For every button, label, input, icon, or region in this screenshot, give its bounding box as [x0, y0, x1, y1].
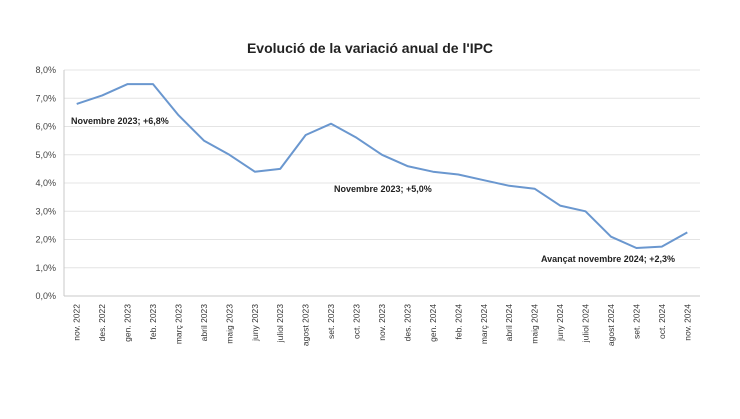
x-tick-label: juny 2023 [250, 304, 260, 342]
x-tick-label: nov. 2024 [682, 304, 692, 341]
y-tick-label: 2,0% [35, 235, 56, 245]
x-tick-label: juny 2024 [555, 304, 565, 342]
data-line [76, 83, 688, 249]
x-tick-label: abril 2024 [504, 304, 514, 342]
x-tick-label: abril 2023 [199, 304, 209, 342]
x-tick-label: set. 2023 [326, 304, 336, 339]
y-tick-label: 5,0% [35, 150, 56, 160]
x-axis: nov. 2022 des. 2022 gen. 2023 feb. 2023 març… [72, 304, 693, 346]
x-tick-label: agost 2023 [301, 304, 311, 346]
x-tick-label: set. 2024 [631, 304, 641, 339]
y-tick-label: 0,0% [35, 291, 56, 301]
y-tick-label: 8,0% [35, 65, 56, 75]
x-tick-label: gen. 2024 [428, 304, 438, 342]
annotation-label: Novembre 2023; +5,0% [334, 184, 432, 194]
y-tick-label: 7,0% [35, 93, 56, 103]
x-tick-label: feb. 2023 [148, 304, 158, 340]
x-tick-label: maig 2024 [530, 304, 540, 344]
x-tick-label: nov. 2022 [72, 304, 82, 341]
series-line [76, 83, 688, 249]
y-tick-label: 1,0% [35, 263, 56, 273]
y-tick-label: 6,0% [35, 122, 56, 132]
x-tick-label: des. 2022 [97, 304, 107, 342]
x-tick-label: juliol 2024 [581, 304, 591, 344]
x-tick-label: març 2024 [479, 304, 489, 344]
annotation-label: Avançat novembre 2024; +2,3% [541, 254, 675, 264]
x-tick-label: març 2023 [173, 304, 183, 344]
x-tick-label: gen. 2023 [123, 304, 133, 342]
x-tick-label: oct. 2023 [352, 304, 362, 339]
x-tick-label: oct. 2024 [657, 304, 667, 339]
x-tick-label: des. 2023 [402, 304, 412, 342]
x-tick-label: juliol 2023 [275, 304, 285, 344]
annotations: Novembre 2023; +6,8% Novembre 2023; +5,0%… [71, 116, 675, 264]
y-tick-label: 3,0% [35, 206, 56, 216]
annotation-label: Novembre 2023; +6,8% [71, 116, 169, 126]
x-tick-label: feb. 2024 [453, 304, 463, 340]
y-axis: 0,0% 1,0% 2,0% 3,0% 4,0% 5,0% 6,0% 7,0% 8,0% [35, 65, 65, 301]
chart-title: Evolució de la variació anual de l'IPC [246, 40, 494, 56]
x-tick-label: agost 2024 [606, 304, 616, 346]
x-tick-label: maig 2023 [224, 304, 234, 344]
y-tick-label: 4,0% [35, 178, 56, 188]
x-tick-label: nov. 2023 [377, 304, 387, 341]
gridlines [64, 69, 700, 297]
